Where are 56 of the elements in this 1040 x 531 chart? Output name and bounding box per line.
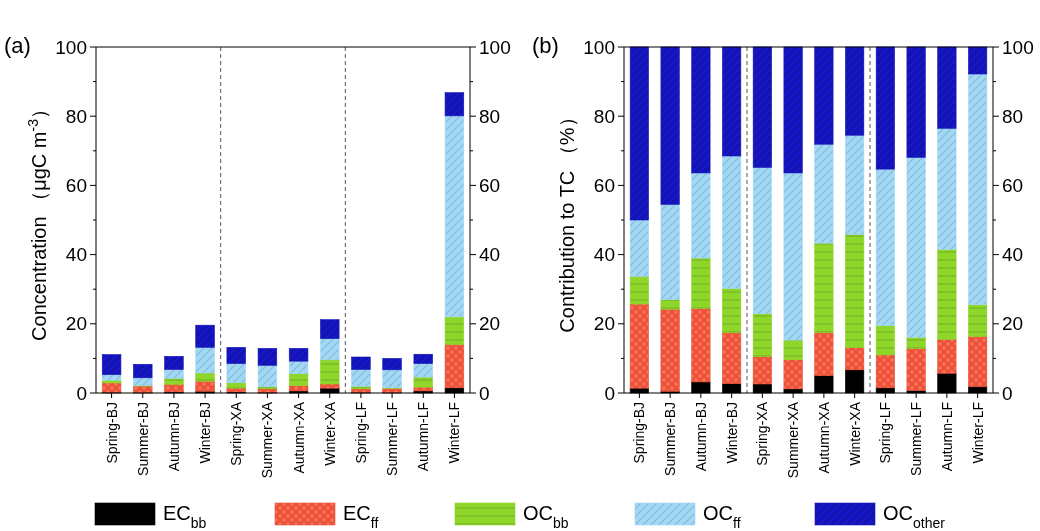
x-tick-label: Spring-BJ bbox=[103, 402, 120, 464]
x-tick-label: Autumn-BJ bbox=[165, 402, 182, 472]
y2-tick-label: 0 bbox=[479, 382, 490, 404]
x-tick-label: Autumn-XA bbox=[815, 401, 832, 474]
y2-tick-label: 60 bbox=[1002, 175, 1024, 197]
y2-tick-label: 40 bbox=[1002, 244, 1024, 266]
x-tick-label: Summer-XA bbox=[259, 401, 276, 479]
y-tick-label: 40 bbox=[593, 244, 615, 266]
y2-tick-label: 20 bbox=[1002, 313, 1024, 335]
legend-label: EC$_{bb}$ bbox=[163, 502, 207, 531]
y2-tick-label: 40 bbox=[479, 244, 501, 266]
x-tick-label: Winter-BJ bbox=[197, 402, 214, 464]
x-tick-label: Summer-BJ bbox=[134, 402, 151, 476]
y2-tick-label: 100 bbox=[1002, 36, 1034, 58]
y-tick-label: 80 bbox=[65, 105, 87, 127]
x-tick-label: Winter-LF bbox=[969, 402, 986, 464]
x-tick-label: Autumn-LF bbox=[938, 402, 955, 472]
x-tick-label: Spring-XA bbox=[754, 401, 771, 466]
x-tick-label: Summer-LF bbox=[908, 402, 925, 476]
y2-tick-label: 100 bbox=[479, 36, 511, 58]
y2-tick-label: 20 bbox=[479, 313, 501, 335]
y2-tick-label: 80 bbox=[1002, 105, 1024, 127]
x-tick-label: Winter-XA bbox=[321, 401, 338, 466]
x-tick-label: Summer-LF bbox=[384, 402, 401, 476]
y-axis-title: Contribution to TC （%） bbox=[556, 107, 578, 333]
y-tick-label: 40 bbox=[65, 244, 87, 266]
y2-tick-label: 80 bbox=[479, 105, 501, 127]
y2-tick-label: 60 bbox=[479, 175, 501, 197]
y-tick-label: 0 bbox=[604, 382, 615, 404]
chart-title: (b) bbox=[532, 33, 559, 58]
x-tick-label: Spring-BJ bbox=[631, 402, 648, 464]
y-tick-label: 60 bbox=[593, 175, 615, 197]
y-tick-label: 0 bbox=[76, 382, 87, 404]
chart-title: (a) bbox=[4, 33, 31, 58]
x-tick-label: Autumn-XA bbox=[290, 401, 307, 474]
y2-tick-label: 0 bbox=[1002, 382, 1013, 404]
x-tick-label: Spring-LF bbox=[352, 402, 369, 464]
x-tick-label: Winter-XA bbox=[846, 401, 863, 466]
x-tick-label: Winter-LF bbox=[446, 402, 463, 464]
y-tick-label: 100 bbox=[55, 36, 87, 58]
y-tick-label: 60 bbox=[65, 175, 87, 197]
legend-label: EC$_{ff}$ bbox=[343, 502, 379, 531]
y-tick-label: 100 bbox=[583, 36, 615, 58]
legend-label: OC$_{ff}$ bbox=[703, 502, 741, 531]
x-tick-label: Autumn-LF bbox=[415, 402, 432, 472]
x-tick-label: Summer-BJ bbox=[662, 402, 679, 476]
y-tick-label: 20 bbox=[593, 313, 615, 335]
legend-label: OC$_{bb}$ bbox=[523, 502, 569, 531]
y-tick-label: 20 bbox=[65, 313, 87, 335]
x-tick-label: Winter-BJ bbox=[723, 402, 740, 464]
x-tick-label: Spring-XA bbox=[228, 401, 245, 466]
legend-label: OC$_{other}$ bbox=[883, 502, 946, 531]
x-tick-label: Autumn-BJ bbox=[692, 402, 709, 472]
y-tick-label: 80 bbox=[593, 105, 615, 127]
x-tick-label: Summer-XA bbox=[785, 401, 802, 479]
x-tick-label: Spring-LF bbox=[877, 402, 894, 464]
